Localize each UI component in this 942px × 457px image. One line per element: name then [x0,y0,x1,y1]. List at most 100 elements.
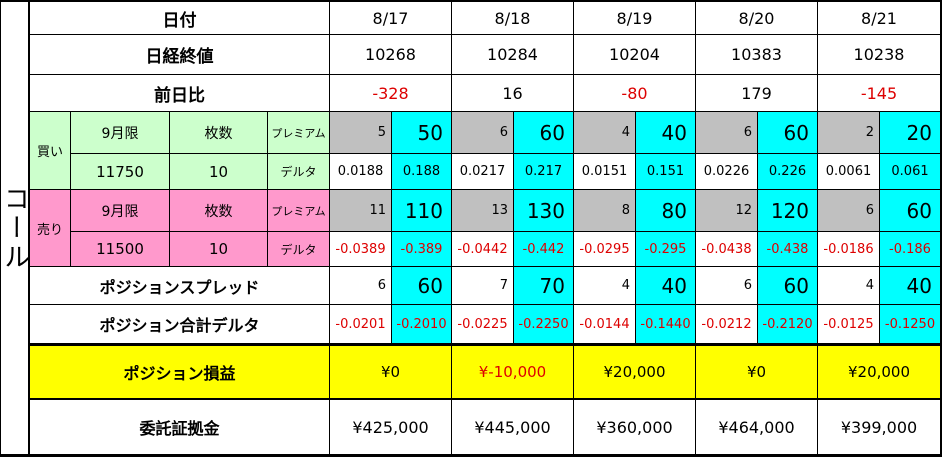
buy-premium-cell[interactable]: 2 [818,112,880,154]
total-delta-cell[interactable]: -0.0212 [696,305,758,344]
spread-x10-cell[interactable]: 40 [636,267,696,305]
pl-cell[interactable]: ¥20,000 [574,344,696,400]
nikkei-close-cell[interactable]: 10284 [452,35,574,75]
total-delta-x10-cell[interactable]: -0.2120 [758,305,818,344]
buy-premium-x10-cell[interactable]: 40 [636,112,696,154]
margin-cell[interactable]: ¥360,000 [574,400,696,454]
sell-delta-cell[interactable]: -0.0389 [330,232,392,267]
buy-contract-month-cell[interactable]: 9月限 [71,112,170,154]
date-cell[interactable]: 8/17 [330,2,452,35]
sell-delta-x10-cell[interactable]: -0.295 [636,232,696,267]
total-delta-cell[interactable]: -0.0201 [330,305,392,344]
spread-cell[interactable]: 6 [696,267,758,305]
buy-premium-x10-cell[interactable]: 60 [758,112,818,154]
margin-label[interactable]: 委託証拠金 [30,400,330,454]
position-total-delta-label[interactable]: ポジション合計デルタ [30,305,330,344]
sell-premium-cell[interactable]: 13 [452,190,514,232]
margin-cell[interactable]: ¥445,000 [452,400,574,454]
sell-delta-x10-cell[interactable]: -0.389 [392,232,452,267]
day-change-cell[interactable]: -328 [330,75,452,112]
nikkei-close-cell[interactable]: 10238 [818,35,940,75]
buy-delta-x10-cell[interactable]: 0.226 [758,154,818,190]
buy-premium-cell[interactable]: 4 [574,112,636,154]
sell-strike-cell[interactable]: 11500 [71,232,170,267]
nikkei-close-cell[interactable]: 10383 [696,35,818,75]
pl-cell[interactable]: ¥0 [696,344,818,400]
day-change-cell[interactable]: -145 [818,75,940,112]
date-cell[interactable]: 8/21 [818,2,940,35]
total-delta-x10-cell[interactable]: -0.2250 [514,305,574,344]
day-change-label[interactable]: 前日比 [30,75,330,112]
buy-premium-label[interactable]: プレミアム [268,112,330,154]
sell-premium-cell[interactable]: 6 [818,190,880,232]
date-cell[interactable]: 8/19 [574,2,696,35]
total-delta-cell[interactable]: -0.0144 [574,305,636,344]
total-delta-cell[interactable]: -0.0125 [818,305,880,344]
sell-delta-label[interactable]: デルタ [268,232,330,267]
position-pl-label[interactable]: ポジション損益 [30,344,330,400]
total-delta-x10-cell[interactable]: -0.1440 [636,305,696,344]
buy-delta-cell[interactable]: 0.0151 [574,154,636,190]
buy-delta-x10-cell[interactable]: 0.217 [514,154,574,190]
sell-premium-cell[interactable]: 11 [330,190,392,232]
date-cell[interactable]: 8/18 [452,2,574,35]
spread-x10-cell[interactable]: 60 [758,267,818,305]
margin-cell[interactable]: ¥464,000 [696,400,818,454]
buy-side-label[interactable]: 買い [30,112,71,190]
day-change-cell[interactable]: 16 [452,75,574,112]
spread-x10-cell[interactable]: 70 [514,267,574,305]
spread-x10-cell[interactable]: 60 [392,267,452,305]
position-spread-label[interactable]: ポジションスプレッド [30,267,330,305]
buy-delta-cell[interactable]: 0.0061 [818,154,880,190]
pl-cell[interactable]: ¥-10,000 [452,344,574,400]
nikkei-close-label[interactable]: 日経終値 [30,35,330,75]
buy-premium-cell[interactable]: 6 [696,112,758,154]
buy-premium-x10-cell[interactable]: 50 [392,112,452,154]
sell-premium-x10-cell[interactable]: 110 [392,190,452,232]
sell-delta-cell[interactable]: -0.0295 [574,232,636,267]
spread-cell[interactable]: 4 [574,267,636,305]
sell-premium-x10-cell[interactable]: 60 [880,190,940,232]
sell-delta-cell[interactable]: -0.0442 [452,232,514,267]
total-delta-x10-cell[interactable]: -0.2010 [392,305,452,344]
sell-delta-x10-cell[interactable]: -0.442 [514,232,574,267]
buy-lots-header-cell[interactable]: 枚数 [170,112,268,154]
sell-premium-x10-cell[interactable]: 80 [636,190,696,232]
buy-delta-cell[interactable]: 0.0226 [696,154,758,190]
buy-delta-x10-cell[interactable]: 0.061 [880,154,940,190]
spread-x10-cell[interactable]: 40 [880,267,940,305]
pl-cell[interactable]: ¥0 [330,344,452,400]
date-row-label[interactable]: 日付 [30,2,330,35]
pl-cell[interactable]: ¥20,000 [818,344,940,400]
sell-contract-month-cell[interactable]: 9月限 [71,190,170,232]
buy-lots-cell[interactable]: 10 [170,154,268,190]
sell-premium-cell[interactable]: 8 [574,190,636,232]
sell-lots-cell[interactable]: 10 [170,232,268,267]
sell-delta-x10-cell[interactable]: -0.186 [880,232,940,267]
margin-cell[interactable]: ¥399,000 [840,417,918,437]
sell-premium-label[interactable]: プレミアム [268,190,330,232]
sell-delta-x10-cell[interactable]: -0.438 [758,232,818,267]
total-delta-cell[interactable]: -0.0225 [452,305,514,344]
margin-cell[interactable]: ¥425,000 [330,400,452,454]
buy-premium-cell[interactable]: 5 [330,112,392,154]
spread-cell[interactable]: 6 [330,267,392,305]
buy-delta-x10-cell[interactable]: 0.151 [636,154,696,190]
buy-premium-cell[interactable]: 6 [452,112,514,154]
sell-premium-cell[interactable]: 12 [696,190,758,232]
sell-premium-x10-cell[interactable]: 120 [758,190,818,232]
day-change-cell[interactable]: 179 [696,75,818,112]
buy-delta-label[interactable]: デルタ [268,154,330,190]
buy-delta-x10-cell[interactable]: 0.188 [392,154,452,190]
buy-delta-cell[interactable]: 0.0217 [452,154,514,190]
sell-delta-cell[interactable]: -0.0438 [696,232,758,267]
sell-premium-x10-cell[interactable]: 130 [514,190,574,232]
buy-strike-cell[interactable]: 11750 [71,154,170,190]
buy-premium-x10-cell[interactable]: 20 [880,112,940,154]
nikkei-close-cell[interactable]: 10204 [574,35,696,75]
buy-delta-cell[interactable]: 0.0188 [330,154,392,190]
sell-lots-header-cell[interactable]: 枚数 [170,190,268,232]
call-side-column[interactable]: コール [0,2,30,454]
day-change-cell[interactable]: -80 [574,75,696,112]
total-delta-x10-cell[interactable]: -0.1250 [880,305,940,344]
